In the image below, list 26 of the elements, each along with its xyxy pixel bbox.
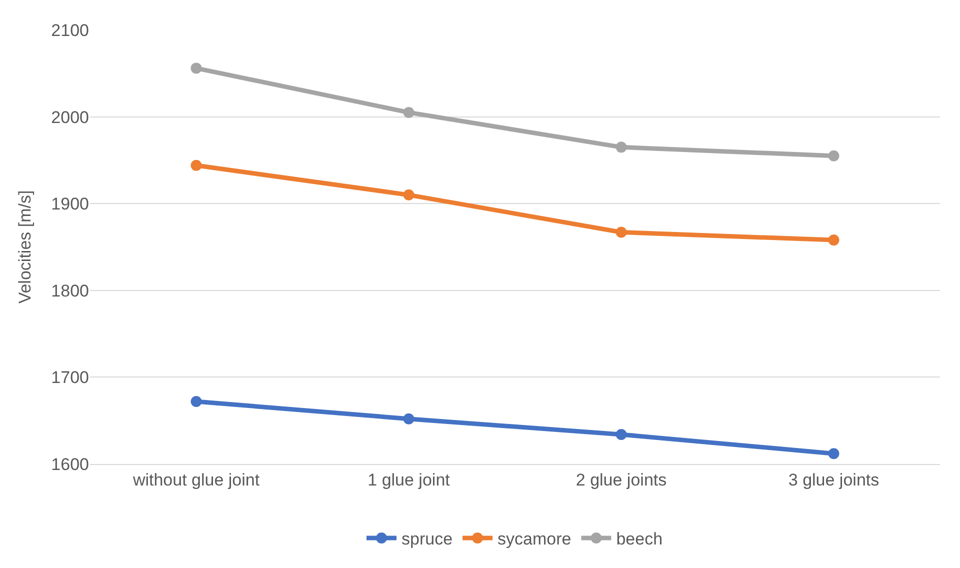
legend-label: sycamore (498, 530, 572, 549)
point (403, 106, 414, 118)
point (828, 234, 840, 246)
legend-label: beech (616, 530, 663, 549)
x-tick-label: without glue joint (132, 470, 260, 490)
x-tick-label: 3 glue joints (788, 470, 880, 490)
y-tick-label: 1800 (51, 281, 89, 300)
point (190, 160, 202, 171)
x-tick-label: 1 glue joint (368, 470, 450, 490)
y-tick-label: 2000 (51, 108, 89, 127)
y-tick-label: 2100 (51, 20, 89, 40)
point (403, 413, 414, 424)
point (616, 142, 627, 153)
point (190, 62, 202, 74)
x-tick-label: 2 glue joints (576, 470, 667, 490)
y-tick-label: 1700 (51, 368, 89, 388)
y-axis-title: Velocities [m/s] (16, 190, 35, 304)
y-tick-label: 1600 (51, 454, 89, 474)
point (190, 396, 202, 407)
point (828, 150, 840, 162)
point (828, 448, 840, 460)
legend-label: spruce (402, 530, 453, 549)
point (403, 189, 414, 200)
point (616, 428, 627, 440)
y-tick-label: 1900 (51, 194, 89, 214)
point (616, 226, 627, 238)
